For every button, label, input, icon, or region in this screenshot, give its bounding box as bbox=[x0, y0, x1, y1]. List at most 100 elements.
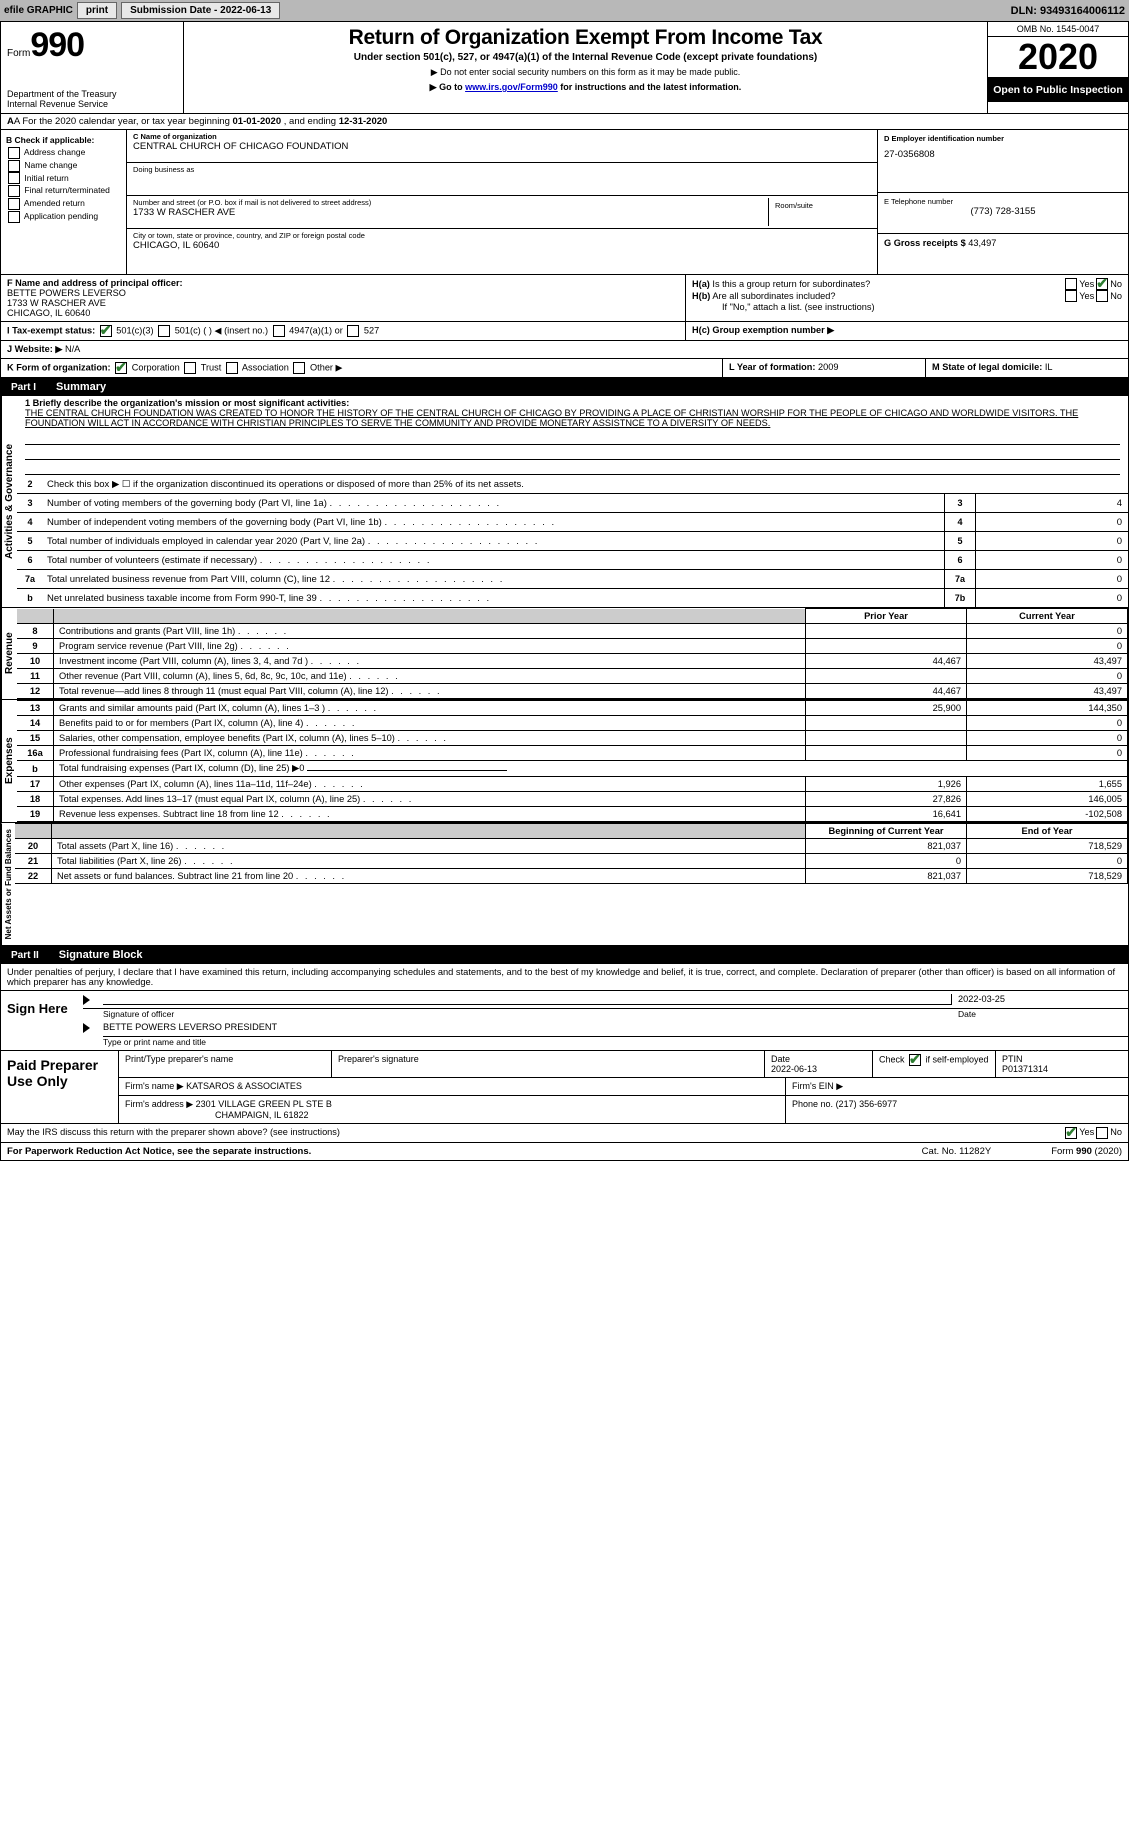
triangle-icon bbox=[83, 1023, 90, 1033]
sign-here-label: Sign Here bbox=[1, 991, 83, 1050]
sign-date: 2022-03-25 bbox=[951, 994, 1128, 1005]
table-row: 21Total liabilities (Part X, line 26) . … bbox=[15, 854, 1128, 869]
gov-line: 3Number of voting members of the governi… bbox=[17, 493, 1128, 512]
table-row: 19Revenue less expenses. Subtract line 1… bbox=[17, 807, 1128, 822]
footer: For Paperwork Reduction Act Notice, see … bbox=[1, 1143, 1128, 1160]
form-ref: Form 990 (2020) bbox=[1051, 1146, 1122, 1157]
table-row: 22Net assets or fund balances. Subtract … bbox=[15, 869, 1128, 884]
mission-block: 1 Briefly describe the organization's mi… bbox=[17, 396, 1128, 430]
dept-treasury: Department of the Treasury bbox=[7, 89, 177, 99]
firm-ein: Firm's EIN ▶ bbox=[786, 1078, 1128, 1095]
revenue-table: Prior YearCurrent Year 8Contributions an… bbox=[17, 608, 1128, 699]
dln-label: DLN: 93493164006112 bbox=[1011, 5, 1125, 17]
triangle-icon bbox=[83, 995, 90, 1005]
f-addr2: CHICAGO, IL 60640 bbox=[7, 308, 679, 318]
type-name-label: Type or print name and title bbox=[103, 1037, 1128, 1047]
website-row: J Website: ▶ N/A bbox=[1, 341, 1128, 359]
gov-line: bNet unrelated business taxable income f… bbox=[17, 588, 1128, 607]
firm-phone: Phone no. (217) 356-6977 bbox=[786, 1096, 1128, 1123]
officer-group-row: F Name and address of principal officer:… bbox=[1, 275, 1128, 322]
prep-date: Date2022-06-13 bbox=[765, 1051, 873, 1077]
paid-preparer-block: Paid Preparer Use Only Print/Type prepar… bbox=[1, 1051, 1128, 1124]
form-org-row: K Form of organization: Corporation Trus… bbox=[1, 359, 1128, 378]
org-name-label: C Name of organization bbox=[133, 132, 871, 141]
expenses-section: Expenses 13Grants and similar amounts pa… bbox=[1, 700, 1128, 823]
header-left: Form990 Department of the Treasury Inter… bbox=[1, 22, 184, 113]
cat-no: Cat. No. 11282Y bbox=[922, 1146, 992, 1157]
tax-year: 2020 bbox=[988, 37, 1128, 78]
efile-label: efile GRAPHIC bbox=[4, 5, 73, 16]
header-middle: Return of Organization Exempt From Incom… bbox=[184, 22, 987, 113]
table-row: 8Contributions and grants (Part VIII, li… bbox=[17, 624, 1128, 639]
col-b-header: B Check if applicable: bbox=[6, 134, 121, 146]
netassets-section: Net Assets or Fund Balances Beginning of… bbox=[1, 823, 1128, 946]
cb-pending: Application pending bbox=[6, 210, 121, 223]
tel-label: E Telephone number bbox=[884, 197, 1122, 206]
gov-line: 4Number of independent voting members of… bbox=[17, 512, 1128, 531]
firm-address: Firm's address ▶ 2301 VILLAGE GREEN PL S… bbox=[119, 1096, 786, 1123]
dba-label: Doing business as bbox=[133, 165, 871, 174]
form-number: Form990 bbox=[7, 26, 177, 65]
org-name: CENTRAL CHURCH OF CHICAGO FOUNDATION bbox=[133, 141, 871, 152]
mission-text: THE CENTRAL CHURCH FOUNDATION WAS CREATE… bbox=[25, 408, 1120, 428]
part1-header: Part I Summary bbox=[1, 378, 1128, 396]
f-addr1: 1733 W RASCHER AVE bbox=[7, 298, 679, 308]
form-subtitle: Under section 501(c), 527, or 4947(a)(1)… bbox=[192, 52, 979, 63]
cb-amended: Amended return bbox=[6, 197, 121, 210]
sign-here-block: Sign Here 2022-03-25 Signature of office… bbox=[1, 991, 1128, 1051]
ptin: PTINP01371314 bbox=[996, 1051, 1128, 1077]
table-row: 14Benefits paid to or for members (Part … bbox=[17, 716, 1128, 731]
col-c-orginfo: C Name of organization CENTRAL CHURCH OF… bbox=[127, 130, 877, 274]
gov-line: 5Total number of individuals employed in… bbox=[17, 531, 1128, 550]
f-name: BETTE POWERS LEVERSO bbox=[7, 288, 679, 298]
table-row: 15Salaries, other compensation, employee… bbox=[17, 731, 1128, 746]
hc-row: H(c) Group exemption number ▶ bbox=[685, 322, 1128, 340]
col-d-ein: D Employer identification number 27-0356… bbox=[877, 130, 1128, 274]
ein-label: D Employer identification number bbox=[884, 134, 1122, 143]
penalties-text: Under penalties of perjury, I declare th… bbox=[1, 964, 1128, 991]
open-public: Open to Public Inspection bbox=[988, 78, 1128, 102]
submission-date-button[interactable]: Submission Date - 2022-06-13 bbox=[121, 2, 280, 19]
signer-name: BETTE POWERS LEVERSO PRESIDENT bbox=[103, 1022, 1128, 1037]
vtab-netassets: Net Assets or Fund Balances bbox=[1, 823, 15, 945]
table-row: bTotal fundraising expenses (Part IX, co… bbox=[17, 761, 1128, 777]
gov-line: 2Check this box ▶ ☐ if the organization … bbox=[17, 475, 1128, 493]
cb-initial: Initial return bbox=[6, 172, 121, 185]
self-employed: Check if self-employed bbox=[873, 1051, 996, 1077]
year-formation: L Year of formation: 2009 bbox=[722, 359, 925, 377]
ein-value: 27-0356808 bbox=[884, 149, 1122, 160]
info-grid: B Check if applicable: Address change Na… bbox=[1, 130, 1128, 275]
paid-preparer-label: Paid Preparer Use Only bbox=[1, 1051, 119, 1123]
room-suite: Room/suite bbox=[768, 198, 871, 226]
i-label: I Tax-exempt status: bbox=[7, 325, 95, 335]
gov-line: 7aTotal unrelated business revenue from … bbox=[17, 569, 1128, 588]
state-domicile: M State of legal domicile: IL bbox=[925, 359, 1128, 377]
form-page: Form990 Department of the Treasury Inter… bbox=[0, 21, 1129, 1161]
header-right: OMB No. 1545-0047 2020 Open to Public In… bbox=[987, 22, 1128, 113]
print-button[interactable]: print bbox=[77, 2, 117, 19]
col-b-checkboxes: B Check if applicable: Address change Na… bbox=[1, 130, 127, 274]
table-row: 10Investment income (Part VIII, column (… bbox=[17, 654, 1128, 669]
form990-link[interactable]: www.irs.gov/Form990 bbox=[465, 82, 558, 92]
table-row: 16aProfessional fundraising fees (Part I… bbox=[17, 746, 1128, 761]
pra-notice: For Paperwork Reduction Act Notice, see … bbox=[7, 1146, 922, 1157]
street-value: 1733 W RASCHER AVE bbox=[133, 207, 768, 218]
row-a-tax-year: AA For the 2020 calendar year, or tax ye… bbox=[1, 114, 1128, 130]
expenses-table: 13Grants and similar amounts paid (Part … bbox=[17, 700, 1128, 822]
prep-sig-label: Preparer's signature bbox=[332, 1051, 765, 1077]
hb-note: If "No," attach a list. (see instruction… bbox=[692, 302, 1122, 312]
gov-line: 6Total number of volunteers (estimate if… bbox=[17, 550, 1128, 569]
sig-officer-label: Signature of officer bbox=[103, 1009, 958, 1019]
part2-header: Part II Signature Block bbox=[1, 946, 1128, 964]
city-label: City or town, state or province, country… bbox=[133, 231, 871, 240]
ssn-note: ▶ Do not enter social security numbers o… bbox=[192, 67, 979, 78]
netassets-table: Beginning of Current YearEnd of Year 20T… bbox=[15, 823, 1128, 884]
city-value: CHICAGO, IL 60640 bbox=[133, 240, 871, 251]
topbar: efile GRAPHIC print Submission Date - 20… bbox=[0, 0, 1129, 21]
table-row: 13Grants and similar amounts paid (Part … bbox=[17, 701, 1128, 716]
table-row: 11Other revenue (Part VIII, column (A), … bbox=[17, 669, 1128, 684]
cb-address: Address change bbox=[6, 146, 121, 159]
vtab-expenses: Expenses bbox=[1, 700, 17, 822]
omb-number: OMB No. 1545-0047 bbox=[988, 22, 1128, 37]
discuss-row: May the IRS discuss this return with the… bbox=[1, 1124, 1128, 1143]
